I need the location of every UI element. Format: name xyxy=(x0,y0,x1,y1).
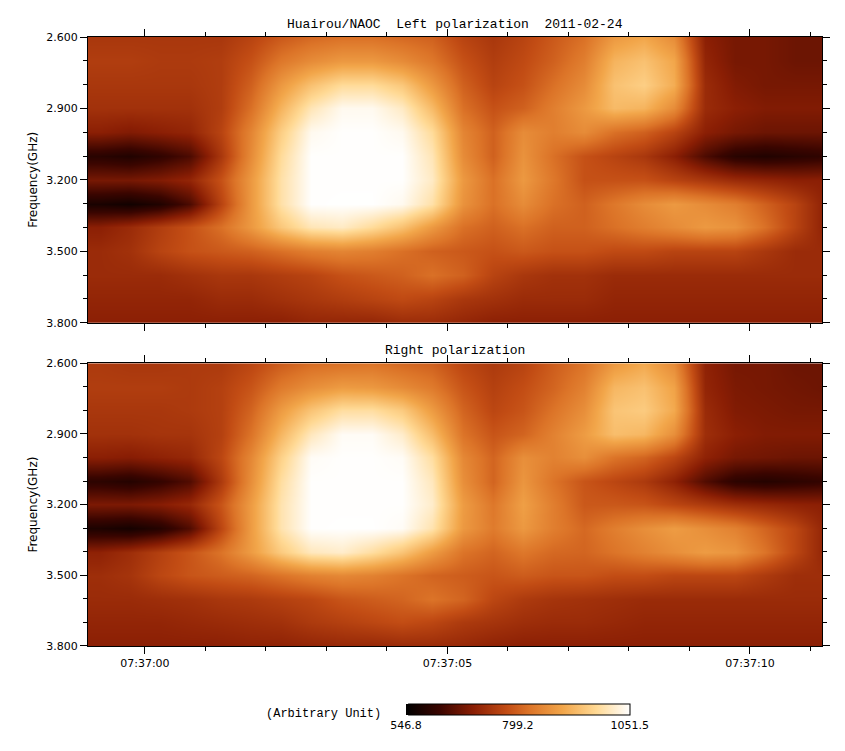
svg-text:Frequency(GHz): Frequency(GHz) xyxy=(26,132,40,228)
svg-text:546.8: 546.8 xyxy=(390,719,422,732)
svg-text:1051.5: 1051.5 xyxy=(610,719,649,732)
svg-text:Frequency(GHz): Frequency(GHz) xyxy=(26,457,40,553)
svg-text:2.900: 2.900 xyxy=(46,102,78,115)
svg-text:2.600: 2.600 xyxy=(46,31,78,44)
svg-text:Right polarization: Right polarization xyxy=(385,343,525,358)
svg-text:Huairou/NAOC Left polarizatio: Huairou/NAOC Left polarization 2011-02-2… xyxy=(287,17,623,32)
svg-text:3.200: 3.200 xyxy=(46,174,78,187)
svg-text:2.900: 2.900 xyxy=(46,428,78,441)
svg-text:07:37:05: 07:37:05 xyxy=(423,657,472,670)
svg-text:2.600: 2.600 xyxy=(46,357,78,370)
svg-text:3.500: 3.500 xyxy=(46,245,78,258)
svg-text:3.800: 3.800 xyxy=(46,640,78,653)
svg-text:(Arbitrary Unit): (Arbitrary Unit) xyxy=(266,707,381,721)
svg-text:07:37:10: 07:37:10 xyxy=(725,657,774,670)
svg-text:3.500: 3.500 xyxy=(46,569,78,582)
svg-text:3.200: 3.200 xyxy=(46,498,78,511)
svg-text:3.800: 3.800 xyxy=(46,317,78,330)
svg-text:799.2: 799.2 xyxy=(502,719,534,732)
svg-text:07:37:00: 07:37:00 xyxy=(120,657,169,670)
